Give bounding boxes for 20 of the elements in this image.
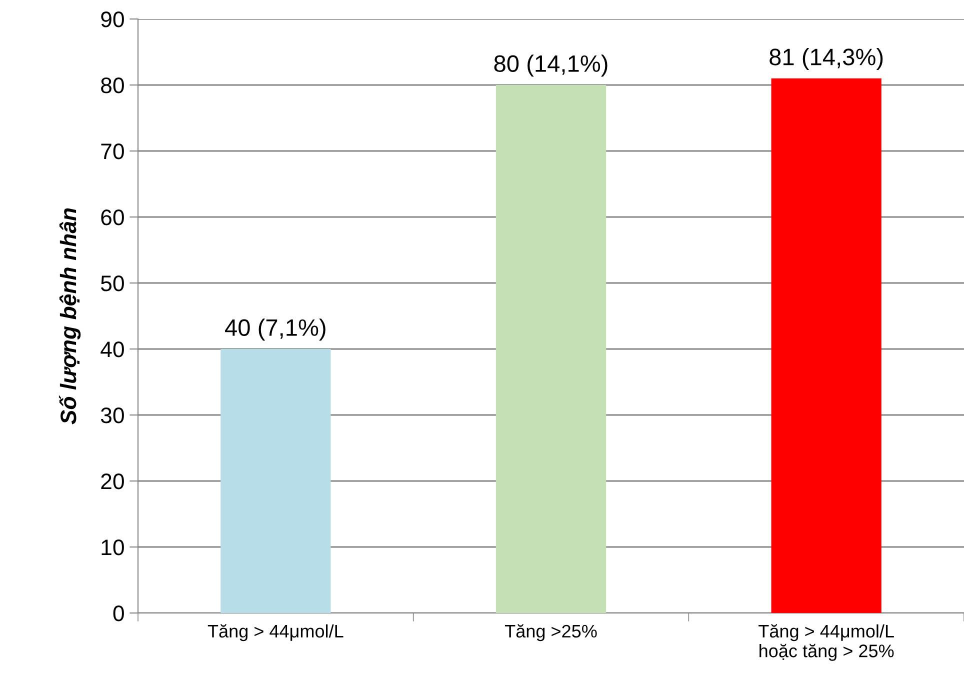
y-tick-label: 80 — [101, 78, 124, 94]
y-tick-label: 50 — [100, 276, 124, 292]
y-tick-label: 60 — [101, 210, 124, 226]
bar — [220, 349, 331, 613]
y-tick-label: 70 — [101, 144, 124, 160]
bar — [496, 85, 606, 613]
x-tick-label: Tăng > 44μmol/L — [208, 624, 344, 642]
y-axis-title: Số lượng bệnh nhân — [58, 208, 81, 424]
bar — [771, 78, 882, 613]
x-tick-label: Tăng >25% — [504, 624, 597, 642]
y-tick-label: 10 — [102, 540, 124, 556]
y-tick-label: 20 — [101, 474, 124, 490]
y-tick-label: 40 — [100, 342, 124, 358]
y-tick-label: 30 — [100, 408, 124, 424]
y-tick-label: 0 — [113, 606, 124, 622]
y-tick-label: 90 — [101, 12, 124, 28]
data-label: 80 (14,1%) — [494, 54, 608, 77]
x-tick-label: Tăng > 44μmol/L hoặc tăng > 25% — [758, 624, 894, 661]
data-label: 81 (14,3%) — [770, 48, 883, 70]
data-label: 40 (7,1%) — [225, 318, 326, 341]
